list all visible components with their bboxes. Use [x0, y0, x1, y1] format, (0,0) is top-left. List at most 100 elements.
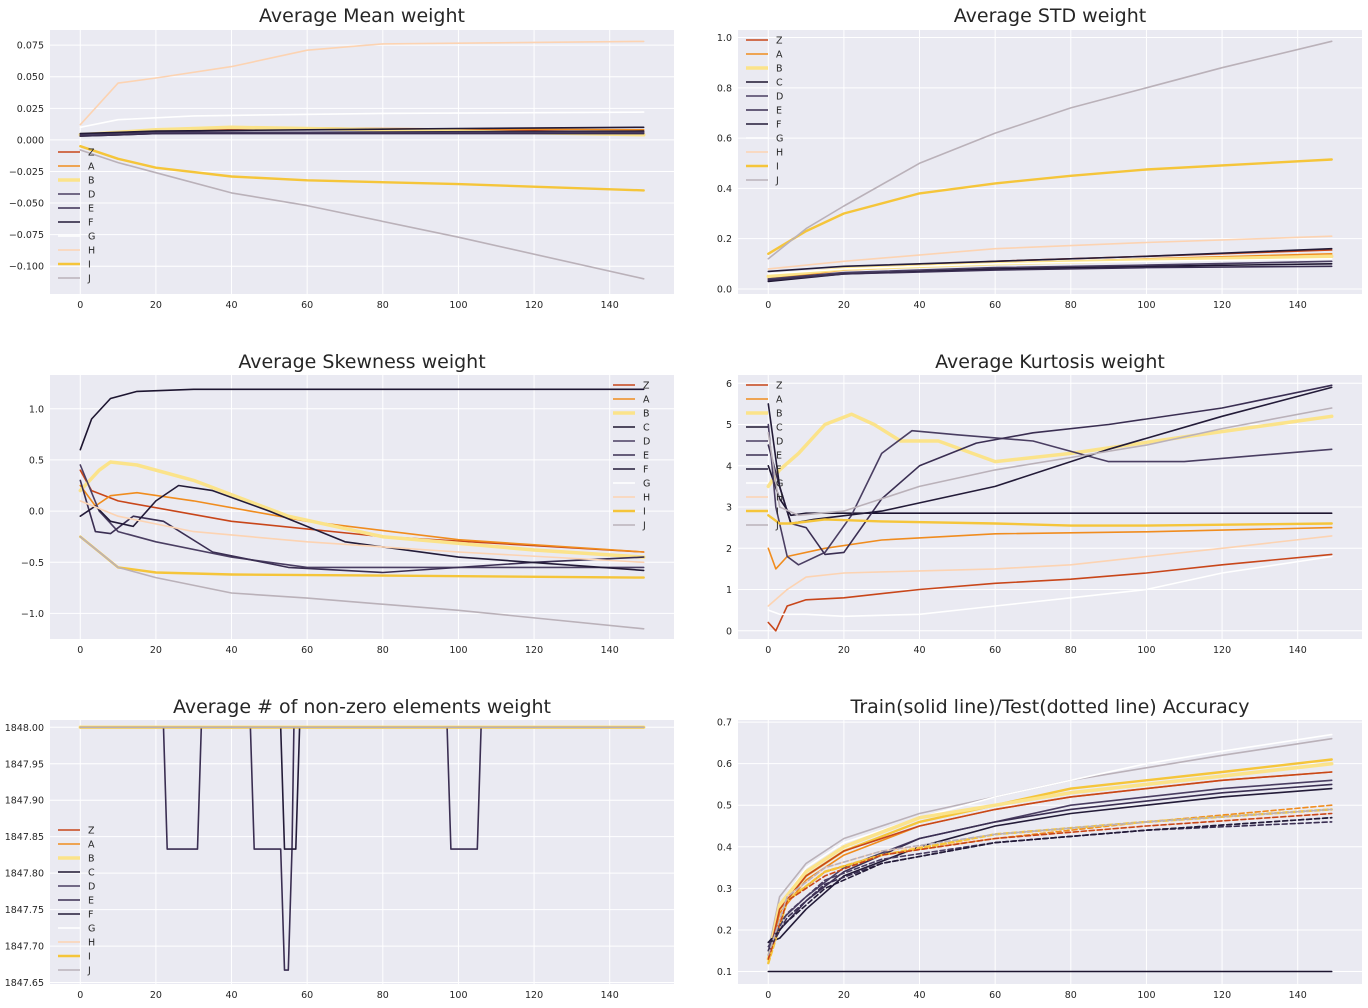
x-tick-label: 0 [77, 300, 83, 311]
legend-label: C [88, 868, 95, 879]
legend-label: C [776, 78, 783, 89]
legend-label: A [776, 395, 783, 406]
series-line-e [767, 265, 1333, 281]
y-tick-label: 1847.80 [5, 869, 44, 880]
legend-label: Z [88, 148, 95, 159]
y-tick-label: 0.0 [717, 284, 732, 295]
legend-label: G [88, 232, 95, 243]
series-group [78, 388, 646, 630]
x-tick-label: 60 [301, 300, 313, 311]
x-tick-label: 120 [1213, 990, 1231, 1001]
legend-label: I [643, 507, 646, 518]
series-group [78, 725, 646, 971]
y-tick-label: 0.6 [717, 134, 732, 145]
y-tick-label: 0 [726, 626, 732, 637]
y-tick-label: 1847.90 [5, 796, 44, 807]
x-tick-label: 80 [377, 990, 389, 1001]
y-tick-label: −0.100 [9, 262, 44, 273]
panel-kurt: 0 20 40 60 80 100 120 140 0 1 2 3 4 5 6 Average Kurtosi… [726, 351, 1362, 656]
legend-label: B [776, 64, 783, 75]
y-tick-label: 1847.95 [5, 759, 44, 770]
series-line-j-test [767, 808, 1333, 956]
x-tick-label: 140 [1289, 645, 1307, 656]
series-line-j [767, 40, 1333, 260]
legend-label: H [88, 938, 95, 949]
x-tick-label: 100 [449, 300, 467, 311]
series-line-f [767, 247, 1333, 273]
series-line-e [79, 479, 645, 574]
x-tick-label: 140 [1289, 990, 1307, 1001]
legend-label: Z [776, 381, 783, 392]
x-tick-label: 40 [913, 300, 925, 311]
y-tick-label: 5 [726, 420, 732, 431]
panel-std: 0 20 40 60 80 100 120 140 0.0 0.2 0.4 0.6 0.8 1.0 Aver… [717, 5, 1362, 311]
series-line-b [78, 460, 646, 559]
legend-label: B [643, 409, 650, 420]
x-tick-label: 0 [765, 990, 771, 1001]
series-line-b [766, 412, 1334, 489]
legend-label: C [643, 423, 650, 434]
x-tick-label: 60 [989, 990, 1001, 1001]
x-tick-label: 20 [838, 300, 850, 311]
y-tick-label: 0.1 [717, 967, 732, 978]
series-line-e [79, 726, 645, 971]
legend-label: I [776, 507, 779, 518]
x-tick-label: 80 [1065, 645, 1077, 656]
x-tick-label: 40 [913, 990, 925, 1001]
y-tick-label: 1847.70 [5, 942, 44, 953]
y-tick-label: 0.5 [717, 801, 732, 812]
legend-label: E [643, 451, 649, 462]
series-line-f [767, 787, 1333, 944]
legend-label: H [88, 246, 95, 257]
chart-title: Train(solid line)/Test(dotted line) Accu… [850, 696, 1250, 718]
legend-label: H [776, 148, 783, 159]
legend-label: A [643, 395, 650, 406]
legend-label: Z [776, 36, 783, 47]
y-tick-label: −0.5 [21, 558, 44, 569]
y-tick-label: 1847.65 [5, 978, 44, 989]
y-tick-label: 2 [726, 544, 732, 555]
x-tick-label: 100 [1137, 990, 1155, 1001]
x-tick-label: 120 [525, 990, 543, 1001]
legend-label: J [87, 966, 91, 977]
series-line-h [79, 500, 645, 564]
chart-title: Average Kurtosis weight [935, 351, 1165, 373]
legend-label: J [87, 274, 91, 285]
y-tick-label: 1.0 [717, 33, 732, 44]
legend-label: D [88, 190, 95, 201]
series-line-e [767, 783, 1333, 956]
legend-label: D [776, 92, 783, 103]
legend-label: D [88, 882, 95, 893]
series-line-a [767, 526, 1333, 570]
legend-label: E [776, 451, 782, 462]
y-tick-label: 1 [726, 585, 732, 596]
x-tick-label: 40 [913, 645, 925, 656]
chart-title: Average STD weight [954, 5, 1146, 27]
x-tick-label: 60 [989, 300, 1001, 311]
x-tick-label: 80 [377, 645, 389, 656]
legend-label: D [776, 437, 783, 448]
legend-label: A [88, 162, 95, 173]
x-tick-label: 100 [1137, 645, 1155, 656]
legend-label: I [88, 952, 91, 963]
series-line-g [79, 111, 645, 129]
x-tick-label: 80 [1065, 300, 1077, 311]
x-tick-label: 120 [525, 300, 543, 311]
legend-label: G [88, 924, 95, 935]
axes-background [50, 375, 674, 639]
y-tick-label: 0.3 [717, 884, 732, 895]
series-line-g [767, 555, 1333, 618]
y-tick-label: 1847.85 [5, 832, 44, 843]
series-group [78, 40, 646, 280]
series-line-g [767, 258, 1333, 275]
x-tick-label: 100 [449, 645, 467, 656]
y-tick-label: 0.025 [17, 104, 44, 115]
x-tick-label: 120 [1213, 645, 1231, 656]
legend-label: F [88, 910, 93, 921]
series-line-b [766, 761, 1334, 961]
